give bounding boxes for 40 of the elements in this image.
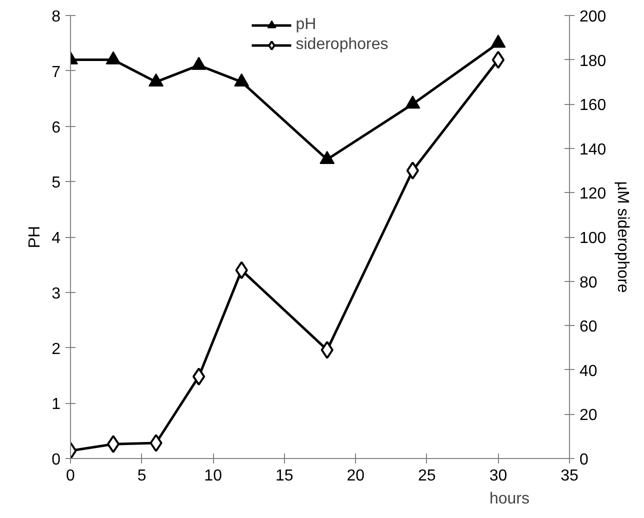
y2-tick-label: 140 (580, 141, 606, 158)
legend-label: pH (296, 16, 316, 34)
y2-tick-label: 0 (580, 452, 588, 468)
point (150, 434, 162, 452)
y-tick-label: 0 (52, 452, 61, 468)
y2-tick-label: 200 (580, 8, 606, 26)
y-tick-label: 3 (52, 285, 61, 302)
x-tick-label: 10 (204, 468, 222, 484)
y-tick-label: 2 (52, 340, 61, 358)
y-tick-label: 7 (52, 64, 61, 81)
x-tick-label: 0 (66, 468, 76, 484)
y-tick-label: 6 (52, 119, 61, 136)
x-tick-label: 5 (137, 468, 146, 484)
y2-tick-label: 40 (580, 362, 598, 380)
x-tick-label: 15 (275, 468, 294, 484)
point (406, 162, 420, 180)
y2-tick-label: 160 (580, 97, 606, 114)
y2-tick-label: 180 (580, 52, 606, 70)
y-axis-title: PH (26, 226, 44, 248)
point (192, 368, 206, 386)
point (492, 50, 505, 69)
legend-label: siderophores (296, 36, 388, 54)
x-tick-label: 35 (560, 468, 578, 484)
point (235, 261, 248, 280)
x-axis-title: hours (489, 490, 530, 508)
y2-axis-title: µM siderophore (614, 181, 632, 293)
y-tick-label: 1 (52, 396, 61, 414)
y2-tick-label: 100 (580, 230, 606, 247)
y2-tick-label: 120 (580, 186, 606, 203)
x-tick-label: 25 (418, 468, 436, 484)
y-tick-label: 5 (52, 174, 61, 192)
point (106, 435, 120, 454)
x-tick-label: 30 (489, 468, 508, 484)
y2-tick-label: 20 (580, 407, 598, 424)
y2-tick-label: 80 (580, 274, 598, 292)
y-tick-label: 8 (52, 8, 61, 26)
y-tick-label: 4 (52, 230, 61, 247)
x-tick-label: 20 (346, 468, 365, 484)
y2-tick-label: 60 (580, 318, 598, 336)
point (320, 340, 334, 359)
